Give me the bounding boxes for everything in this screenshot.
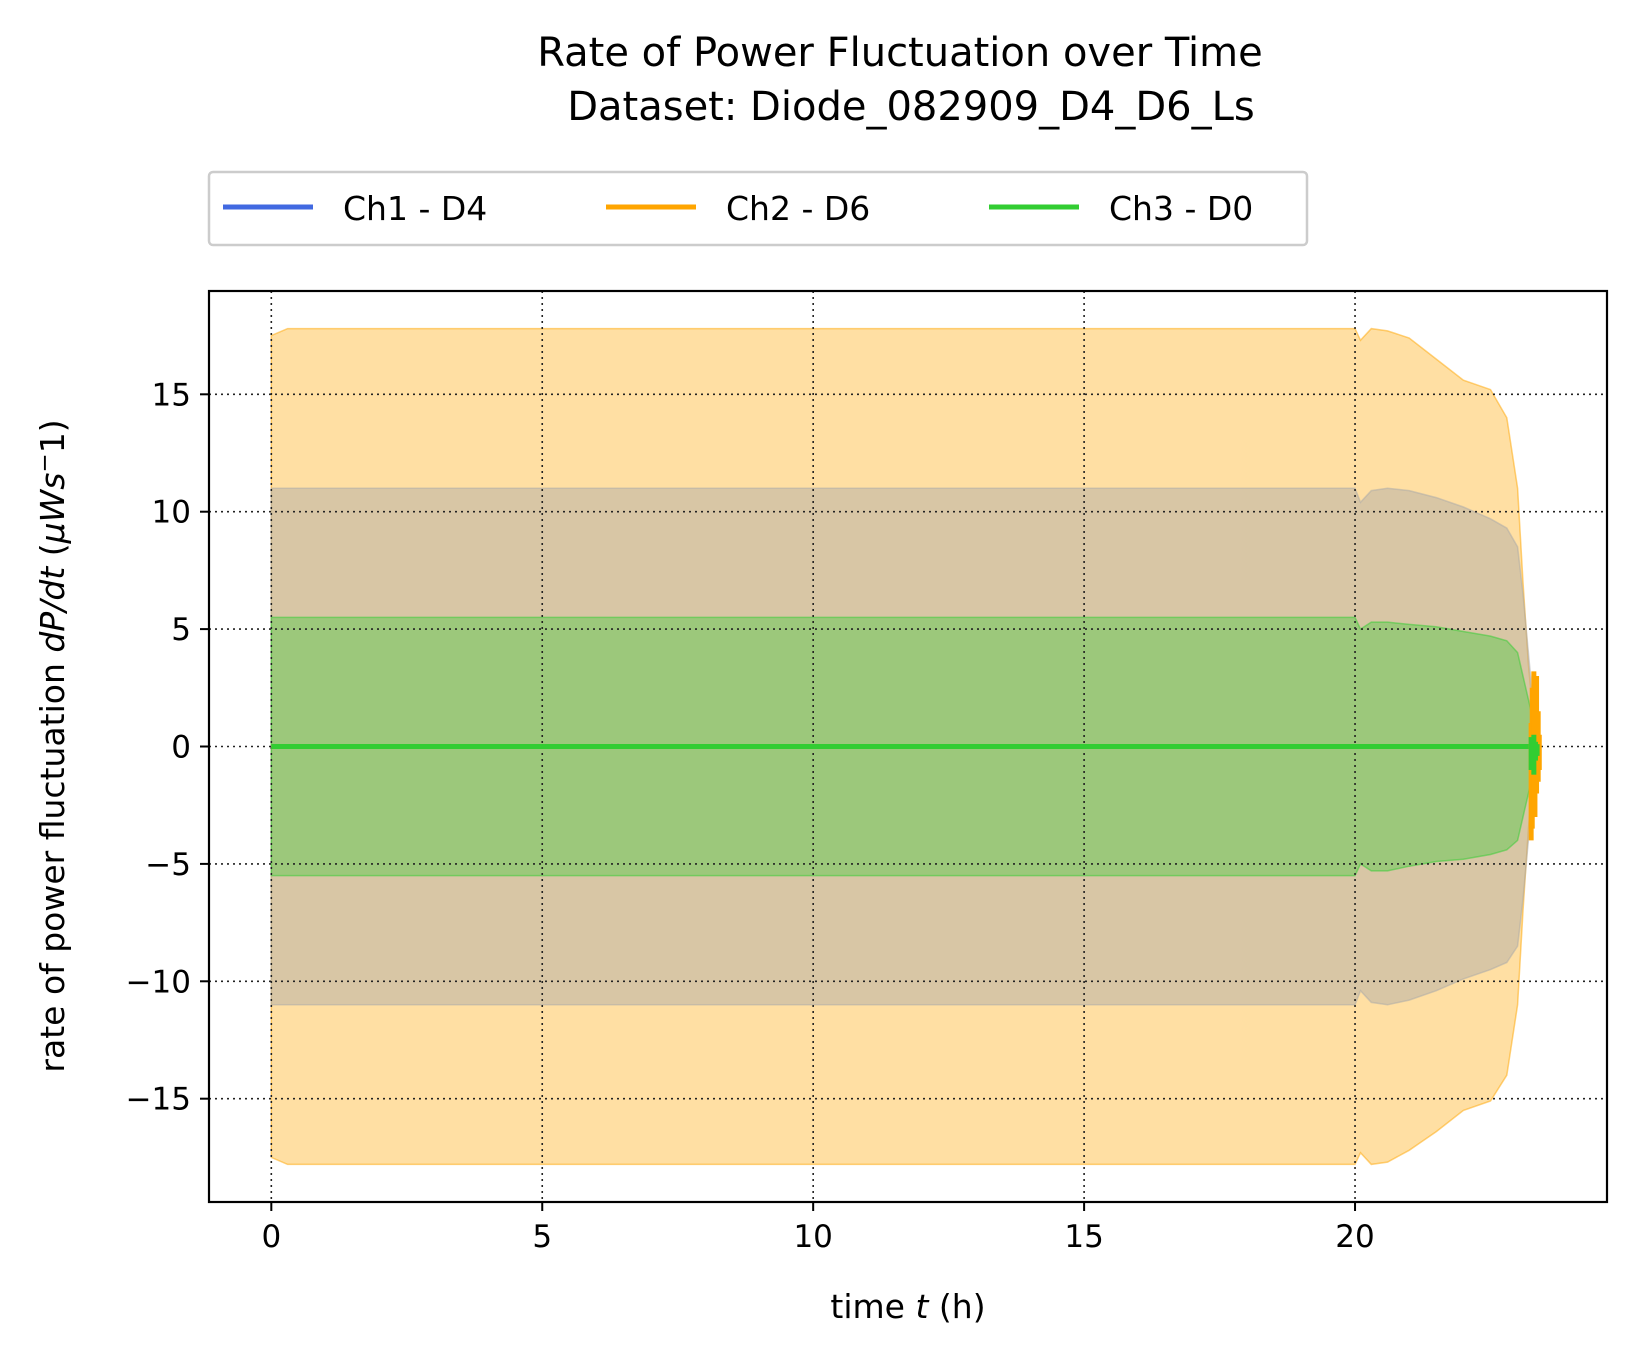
legend-label-ch3: Ch3 - D0: [1109, 189, 1253, 228]
axis-ticks: 0 5 10 15 20 15 10 5 0 −5 −10 −15: [126, 377, 1375, 1255]
y-tick-label: −15: [126, 1082, 191, 1118]
y-tick-label: 15: [152, 377, 191, 413]
series-lines: [271, 671, 1542, 841]
chart-title-line1: Rate of Power Fluctuation over Time: [537, 30, 1263, 76]
x-tick-label: 20: [1335, 1219, 1374, 1255]
y-tick-label: −5: [145, 847, 191, 883]
y-tick-label: 5: [171, 612, 191, 648]
chart-title-line2: Dataset: Diode_082909_D4_D6_Ls: [567, 84, 1255, 130]
x-tick-label: 5: [532, 1219, 552, 1255]
x-tick-label: 15: [1064, 1219, 1103, 1255]
y-axis-label: rate of power fluctuation dP/dt (μWs−1): [32, 419, 72, 1072]
x-tick-label: 0: [261, 1219, 281, 1255]
legend-label-ch2: Ch2 - D6: [726, 189, 870, 228]
legend: Ch1 - D4 Ch2 - D6 Ch3 - D0: [207, 170, 1309, 247]
y-tick-label: −10: [126, 964, 191, 1000]
y-tick-label: 10: [152, 495, 191, 531]
x-tick-label: 10: [793, 1219, 832, 1255]
y-tick-label: 0: [171, 730, 191, 766]
legend-frame: [207, 170, 1309, 247]
legend-label-ch1: Ch1 - D4: [343, 189, 487, 228]
x-axis-label: time t (h): [830, 1287, 985, 1326]
